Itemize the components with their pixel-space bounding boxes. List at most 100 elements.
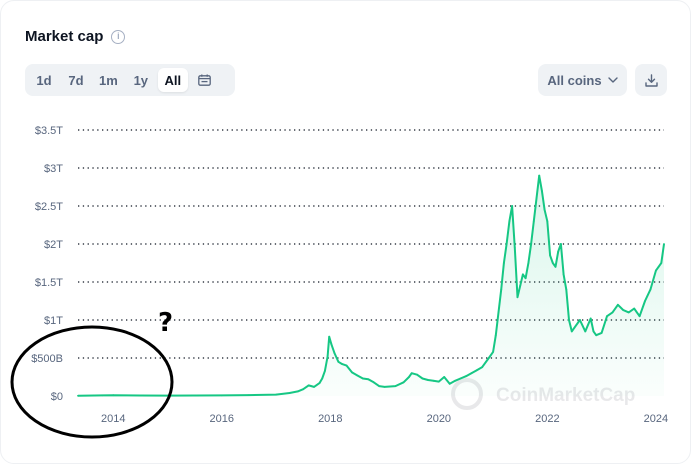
data-point [486,358,489,361]
data-point [560,243,562,245]
data-point [513,246,516,249]
data-point [595,334,598,337]
x-tick-label: 2018 [318,413,342,425]
data-point [622,309,625,311]
data-point [644,300,646,302]
data-point [516,296,519,299]
range-all-button[interactable]: All [157,68,188,92]
x-tick-label: 2014 [101,413,125,425]
download-button[interactable] [635,64,667,96]
x-tick-label: 2020 [427,413,451,425]
grid-lines [78,129,664,359]
data-point [627,311,630,314]
data-point [448,382,451,385]
data-points [77,174,665,397]
data-point [524,277,527,280]
data-point [367,378,370,381]
data-point [296,390,299,393]
data-point [508,220,511,223]
data-point [638,315,641,318]
data-point [288,392,291,394]
annotation: ? [10,308,174,439]
data-point [410,372,413,375]
y-tick-label: $2.5T [35,201,63,213]
data-point [313,386,315,388]
data-point [554,265,557,268]
chevron-down-icon [607,77,618,83]
header: Market cap i [25,28,126,45]
data-point [465,375,467,378]
data-point [324,370,326,372]
x-axis-ticks: 2014 2016 2018 2020 2022 2024 [101,413,668,425]
data-point [139,394,142,397]
data-point [378,385,380,387]
data-point [565,288,568,291]
data-point [481,366,484,368]
data-point [321,377,324,380]
download-icon [644,73,658,87]
info-icon[interactable]: i [111,29,126,44]
data-point [492,351,494,353]
data-point [522,273,524,276]
data-point [660,262,663,264]
data-point [341,363,344,365]
data-point [543,208,546,211]
range-1m-button[interactable]: 1m [99,72,118,88]
data-point [655,269,657,272]
y-tick-label: $3.5T [35,125,63,137]
data-point [302,388,305,391]
data-point [318,382,321,384]
data-point [193,394,196,397]
data-point [443,376,446,378]
data-point [248,394,250,396]
data-point [527,262,530,264]
range-1y-button[interactable]: 1y [133,72,149,88]
data-point [383,386,386,388]
y-tick-label: $500B [31,353,63,365]
calendar-button[interactable] [190,68,220,92]
data-point [592,330,595,333]
data-point [549,254,551,257]
data-point [584,330,587,333]
data-point [421,377,424,380]
data-point [573,326,576,329]
y-tick-label: $1T [44,315,63,327]
data-point [437,380,440,383]
y-tick-label: $3T [44,163,63,175]
time-range-selector: 1d 7d 1m 1y All [25,64,235,96]
range-7d-button[interactable]: 7d [68,72,84,88]
data-point [328,335,331,338]
data-point [562,273,565,276]
data-point [633,307,636,310]
data-point [220,394,223,397]
data-point [394,385,397,387]
data-point [606,315,608,318]
data-point [112,394,115,397]
data-point [519,284,522,287]
page-title: Market cap [25,28,104,45]
data-point [500,288,503,291]
range-1d-button[interactable]: 1d [36,72,52,88]
data-point [345,364,348,367]
data-point [600,332,603,334]
data-point [416,373,418,376]
coins-dropdown-label: All coins [547,72,602,88]
data-point [657,265,660,268]
x-tick-label: 2024 [644,413,668,425]
data-point [275,393,277,396]
y-tick-label: $1.5T [35,277,63,289]
data-point [408,376,410,378]
data-point [568,319,570,321]
data-point [611,311,614,314]
coins-dropdown[interactable]: All coins [538,64,627,96]
data-point [337,360,340,363]
data-point [470,372,473,375]
data-point [530,243,532,245]
data-point [663,243,665,245]
data-point [494,334,497,337]
data-point [372,381,375,384]
data-point [617,303,619,306]
data-point [326,355,329,358]
y-axis-ticks: $0 $500B $1T $1.5T $2T $2.5T $3T $3.5T [31,125,63,403]
